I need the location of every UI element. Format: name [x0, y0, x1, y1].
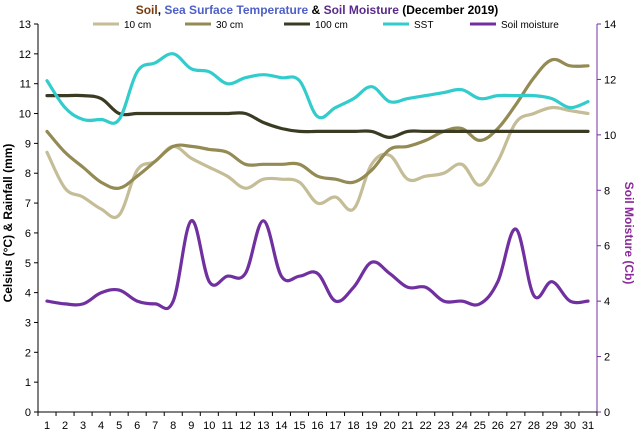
x-tick-label: 9 — [188, 420, 194, 432]
x-tick-label: 10 — [203, 420, 215, 432]
right-axis: 0 2 4 6 8 10 12 14 — [596, 19, 616, 419]
x-tick-label: 11 — [222, 420, 233, 432]
x-tick-label: 2 — [62, 420, 68, 432]
x-tick-label: 18 — [347, 420, 359, 432]
x-axis: 1 2 3 4 5 6 7 8 9 10 11 12 13 14 15 16 17 18 19 20 21 22 23 24 2… — [37, 411, 598, 432]
title-part-5: (December 2019) — [399, 3, 498, 17]
x-tick-label: 30 — [564, 420, 576, 432]
left-tick-label: 8 — [25, 168, 31, 180]
legend-label-sst: SST — [414, 20, 433, 31]
right-tick-label: 14 — [604, 19, 616, 31]
right-tick-label: 12 — [604, 74, 616, 86]
legend-label-soil-moisture: Soil moisture — [501, 20, 559, 31]
title-part-0: Soil — [136, 3, 158, 17]
x-tick-label: 24 — [456, 420, 468, 432]
x-tick-label: 12 — [239, 420, 251, 432]
x-tick-label: 21 — [402, 420, 414, 432]
right-tick-label: 0 — [604, 407, 610, 419]
legend-label-10-cm: 10 cm — [124, 20, 151, 31]
right-tick-label: 2 — [604, 352, 610, 364]
series-line-100-cm — [45, 93, 590, 139]
x-tick-label: 26 — [492, 420, 504, 432]
x-tick-label: 16 — [311, 420, 323, 432]
x-tick-label: 29 — [546, 420, 558, 432]
x-tick-label: 4 — [98, 420, 104, 432]
series-layer — [45, 52, 590, 311]
x-tick-label: 15 — [293, 420, 305, 432]
x-tick-label: 27 — [510, 420, 522, 432]
y-axis-label: Celsius (°C) & Rainfall (mm) — [1, 144, 15, 303]
left-tick-label: 6 — [25, 228, 31, 240]
right-tick-label: 8 — [604, 185, 610, 197]
left-tick-label: 2 — [25, 347, 31, 359]
x-tick-label: 1 — [44, 420, 50, 432]
x-tick-label: 13 — [257, 420, 269, 432]
x-tick-label: 20 — [384, 420, 396, 432]
left-tick-label: 10 — [19, 109, 31, 121]
left-tick-label: 4 — [25, 288, 31, 300]
legend-label-100-cm: 100 cm — [315, 20, 348, 31]
left-tick-label: 7 — [25, 198, 31, 210]
series-line-30-cm — [45, 57, 590, 190]
left-tick-label: 13 — [19, 19, 31, 31]
x-tick-label: 14 — [275, 420, 287, 432]
x-tick-label: 5 — [116, 420, 122, 432]
x-tick-label: 23 — [438, 420, 450, 432]
left-tick-label: 1 — [25, 377, 31, 389]
x-tick-label: 17 — [329, 420, 341, 432]
x-tick-label: 3 — [80, 420, 86, 432]
right-tick-label: 6 — [604, 241, 610, 253]
right-tick-label: 10 — [604, 130, 616, 142]
title-part-1: , — [158, 3, 165, 17]
x-tick-label: 28 — [528, 420, 540, 432]
left-tick-label: 11 — [20, 79, 31, 91]
left-tick-label: 3 — [25, 317, 31, 329]
legend-label-30-cm: 30 cm — [216, 20, 243, 31]
x-tick-label: 31 — [582, 420, 594, 432]
x-tick-label: 22 — [420, 420, 432, 432]
y2-axis-label: Soil Moisture (Cb) — [622, 182, 635, 285]
x-tick-label: 8 — [170, 420, 176, 432]
x-tick-label: 19 — [365, 420, 377, 432]
x-tick-label: 7 — [152, 420, 158, 432]
title-part-2: Sea Surface Temperature — [164, 3, 308, 17]
series-line-sst — [45, 52, 590, 125]
series-line-10-cm — [45, 105, 590, 220]
series-line-soil-moisture — [45, 219, 590, 311]
title-part-4: Soil Moisture — [324, 3, 400, 17]
chart-title: Soil, Sea Surface Temperature & Soil Moi… — [136, 3, 499, 17]
left-tick-label: 0 — [25, 407, 31, 419]
left-tick-label: 5 — [25, 258, 31, 270]
legend: 10 cm 30 cm 100 cm SST Soil moisture — [93, 20, 559, 31]
title-part-3: & — [308, 3, 323, 17]
right-tick-label: 4 — [604, 296, 610, 308]
left-tick-label: 9 — [25, 138, 31, 150]
left-tick-label: 12 — [19, 49, 31, 61]
x-tick-label: 6 — [134, 420, 140, 432]
x-tick-label: 25 — [474, 420, 486, 432]
